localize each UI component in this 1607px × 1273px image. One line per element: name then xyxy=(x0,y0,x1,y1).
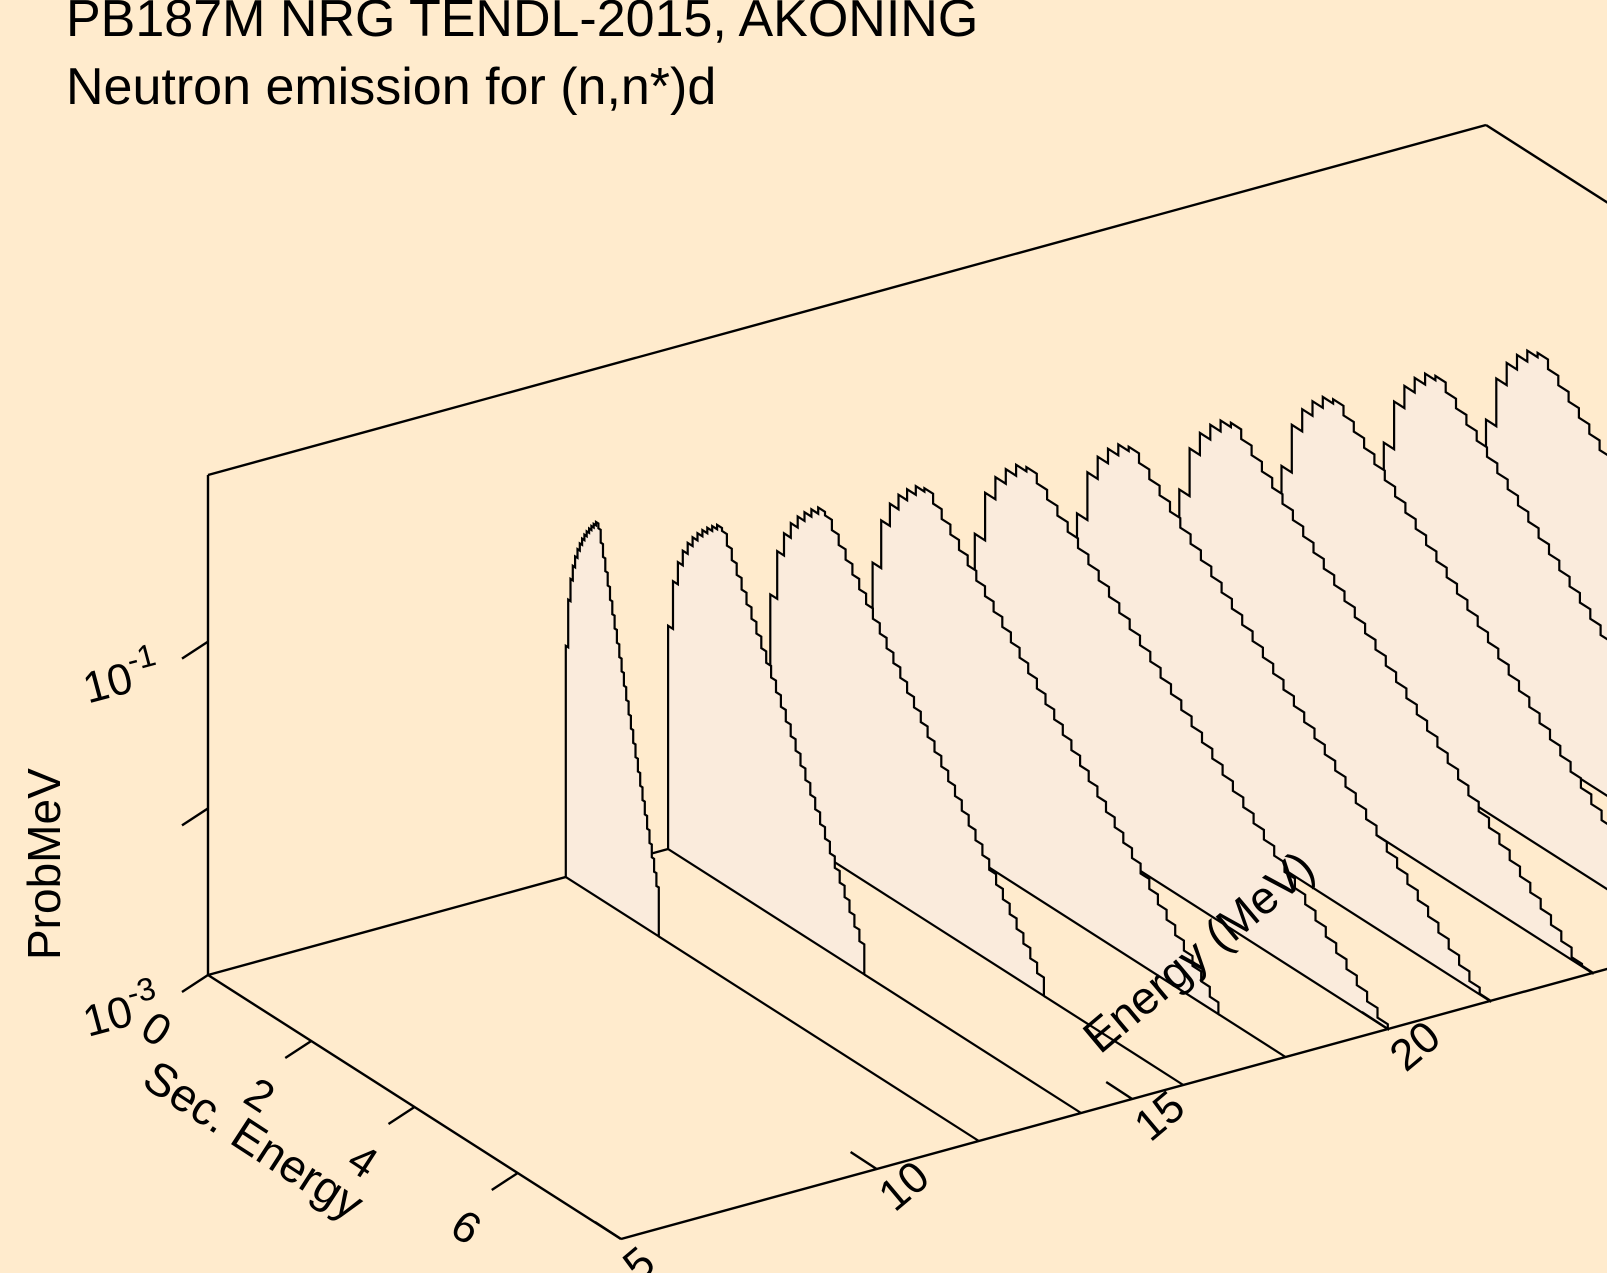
frame-edge-6 xyxy=(620,967,1607,1241)
y-tick-label-4: 8 xyxy=(546,1266,593,1273)
y-tick-2 xyxy=(387,1105,416,1126)
z-tick-label-0: 10-3 xyxy=(75,970,165,1047)
y-tick-label-0: 0 xyxy=(133,1002,180,1056)
x-tick-3 xyxy=(1361,1010,1389,1031)
spectrum-24 xyxy=(1178,418,1594,976)
x-tick-label-1: 10 xyxy=(870,1152,939,1221)
spectrum-20 xyxy=(973,462,1389,1032)
spectrum-28 xyxy=(1382,371,1607,797)
x-tick-label-2: 15 xyxy=(1125,1082,1194,1151)
spectrum-26 xyxy=(1280,394,1607,891)
y-axis-label: Sec. Energy xyxy=(135,1050,373,1230)
x-tick-label-0: 5 xyxy=(614,1237,664,1273)
x-tick-label-3: 20 xyxy=(1381,1012,1450,1081)
x-tick-1 xyxy=(849,1150,878,1171)
spectrum-baseline-16 xyxy=(1043,994,1184,1086)
spectrum-baseline-14 xyxy=(863,973,1082,1114)
frame-edge-1 xyxy=(207,123,1487,477)
spectrum-18 xyxy=(871,484,1220,1017)
spectrum-16 xyxy=(769,505,1046,998)
curves-layer xyxy=(564,348,1607,1142)
z-tick--1 xyxy=(181,640,209,660)
x-tick-2 xyxy=(1105,1080,1133,1101)
y-tick-3 xyxy=(491,1171,519,1192)
z-tick-label-1: 10-1 xyxy=(75,636,165,713)
spectrum-22 xyxy=(1075,442,1492,1004)
chart-title: PB187M NRG TENDL-2015, AKONING xyxy=(66,0,978,48)
spectrum-baseline-12 xyxy=(658,935,980,1142)
spectrum-12 xyxy=(564,520,660,939)
frame-edge-2 xyxy=(1485,123,1607,204)
y-tick-label-3: 6 xyxy=(442,1200,489,1254)
spectrum-baseline-18 xyxy=(1217,1013,1287,1058)
z-tick--3 xyxy=(181,973,209,994)
z-tick--2 xyxy=(181,807,209,827)
y-tick-1 xyxy=(284,1039,312,1060)
chart-subtitle: Neutron emission for (n,n*)d xyxy=(66,58,716,116)
z-axis-label: ProbMeV xyxy=(18,768,70,960)
x-tick-0 xyxy=(594,1220,622,1241)
spectrum-14 xyxy=(666,522,866,977)
